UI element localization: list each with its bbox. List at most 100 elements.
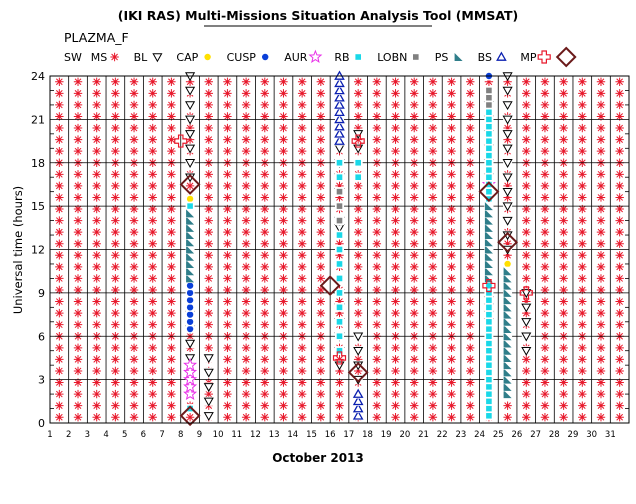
ms-marker [204,285,213,295]
ms-marker [185,135,195,144]
ps-marker [186,245,195,254]
ms-marker [129,135,139,144]
ms-marker [55,274,64,283]
legend-item-bl-symbol [152,53,163,63]
ms-marker [55,135,64,144]
mp-marker [482,279,496,293]
ms-marker [353,274,363,283]
ms-marker [167,181,176,191]
ms-marker [279,216,288,225]
ms-marker [522,274,531,283]
ms-marker [578,100,587,110]
ms-marker [316,389,326,399]
ps-marker [186,274,195,283]
ms-marker [260,355,269,364]
ms-marker [223,343,232,353]
ms-marker [55,123,64,133]
ms-marker [297,146,307,156]
ms-marker [372,285,382,295]
ms-marker [466,204,475,214]
ps-marker [484,259,493,268]
ms-marker [466,366,475,376]
ms-marker [167,274,176,283]
ms-marker [167,193,176,202]
ms-marker [596,308,606,318]
ms-marker [223,308,232,318]
rb-marker [486,391,492,397]
ms-marker [447,274,456,283]
ms-marker [129,274,139,283]
rb-marker [336,318,343,325]
ms-marker [167,285,176,295]
ms-marker [111,100,120,110]
x-tick-label: 29 [568,430,579,440]
ms-marker [559,112,568,121]
diamond-marker [179,405,201,427]
ms-marker [559,204,568,214]
ms-marker [353,297,363,306]
ms-marker [522,181,531,191]
ms-marker [410,251,419,260]
ms-marker [372,146,382,156]
ms-marker [522,251,531,260]
ms-marker [447,297,456,306]
ms-marker [297,170,307,179]
ms-marker [111,389,120,399]
ms-marker [297,355,307,364]
ms-marker [241,343,251,353]
ms-marker [92,170,101,179]
ms-marker [92,181,101,191]
ms-marker [129,193,139,202]
ms-marker [372,320,382,329]
ms-marker [410,413,419,422]
ms-marker [148,100,157,110]
ms-marker [559,355,568,364]
ms-marker [279,401,288,410]
ms-marker [372,401,382,410]
ms-marker [223,170,232,179]
cusp-marker [186,304,194,311]
ms-marker [447,320,456,329]
ms-marker [260,378,269,387]
chart-subtitle: PLAZMA_F [64,30,129,45]
bl-marker [502,159,513,168]
ps-marker [484,216,493,225]
ms-marker [559,89,568,98]
ms-marker [522,366,531,376]
ms-marker [297,343,307,353]
x-tick-label: 10 [213,430,224,440]
ms-marker [55,239,64,248]
ms-marker [596,193,606,202]
ms-marker [410,89,419,98]
rb-marker [486,290,492,296]
legend-item-cusp-label: CUSP [227,51,257,64]
ms-marker [297,320,307,329]
ms-marker [540,146,550,156]
mp-marker [519,286,533,300]
ms-marker [55,355,64,364]
ms-marker [578,389,587,399]
ms-marker [297,216,307,225]
marker-mask [503,331,513,341]
ms-marker [129,355,139,364]
ms-marker [559,251,568,260]
ms-marker [92,77,101,86]
ps-marker [484,231,493,240]
ms-marker [316,216,326,225]
ms-marker [148,401,157,410]
marker-mask [503,288,513,298]
x-axis-label: October 2013 [272,451,364,465]
cusp-marker [186,282,194,289]
ms-marker [372,227,382,237]
ms-marker [391,89,400,98]
ms-marker [73,413,83,422]
rb-marker [486,340,492,347]
legend-item-sw: SW [64,51,82,64]
ms-marker [391,77,400,86]
ms-marker [223,89,232,98]
ms-marker [335,239,344,248]
ms-marker [129,204,139,214]
ms-marker [185,123,195,133]
x-tick-label: 30 [586,430,597,440]
ms-marker [148,355,157,364]
